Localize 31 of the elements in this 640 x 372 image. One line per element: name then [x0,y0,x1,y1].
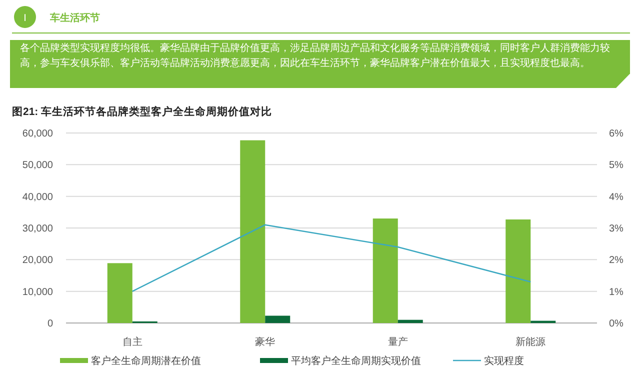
y2-tick-label: 2% [609,255,624,266]
y2-tick-label: 1% [609,286,624,298]
text: 车生活环节 [49,12,100,24]
y-tick-label: 20,000 [22,255,54,266]
y2-tick-label: 3% [609,224,624,234]
bar [265,316,290,323]
chart-title: 图21: 车生活环节各品牌类型客户全生命周期价值对比 [12,105,272,118]
legend-label: 实现程度 [484,355,524,367]
y-tick-label: 60,000 [22,128,54,140]
line-series [132,224,532,292]
x-tick-label: 新能源 [516,336,546,348]
bar [398,320,423,323]
legend-label: 平均客户全生命周期实现价值 [291,355,421,367]
y2-tick-label: 6% [609,128,624,140]
y-tick-label: 30,000 [22,224,54,234]
y-tick-label: 50,000 [22,160,54,172]
x-tick-label: 豪华 [255,336,276,348]
bar [240,140,266,323]
y2-tick-label: 0% [609,318,624,330]
y-tick-label: 10,000 [22,286,54,298]
y2-tick-label: 4% [609,192,624,203]
bar [107,263,132,323]
y-tick-label: 40,000 [22,192,54,203]
bar [372,218,398,323]
y2-tick-label: 5% [609,160,624,172]
x-tick-label: 自主 [122,336,142,348]
legend-label: 客户全生命周期潜在价值 [91,355,201,367]
text: I [24,13,26,24]
x-tick-label: 量产 [388,336,408,348]
bar [506,219,531,323]
y-tick-label: 0 [47,318,54,330]
